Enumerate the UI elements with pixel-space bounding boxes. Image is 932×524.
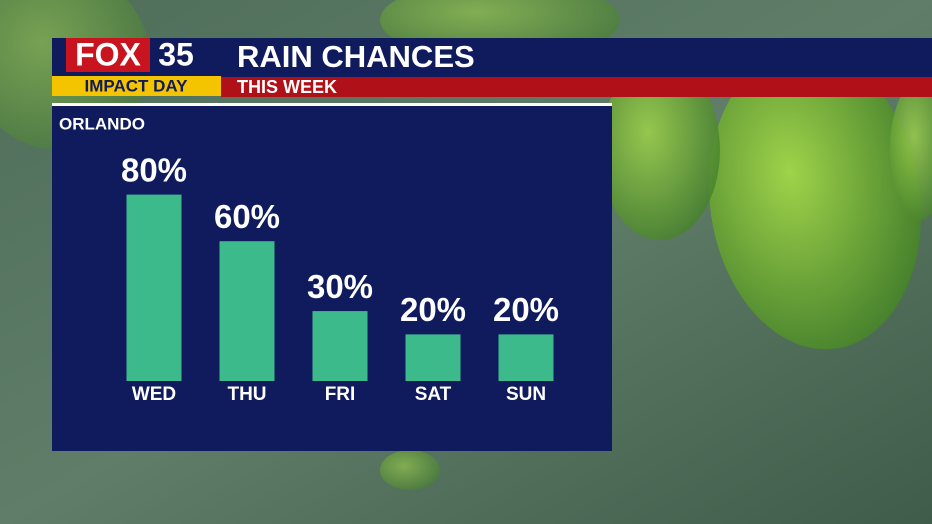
bar — [126, 194, 182, 381]
tag-box — [52, 76, 221, 96]
bar — [219, 241, 275, 381]
bar — [498, 334, 554, 381]
x-tick-label: FRI — [325, 384, 356, 405]
x-tick-label: WED — [132, 384, 176, 405]
value-label: 30% — [307, 268, 373, 305]
location: ORLANDO — [59, 114, 145, 133]
tag: IMPACT DAY — [85, 76, 189, 95]
chart-title: RAIN CHANCES — [237, 39, 475, 74]
value-label: 80% — [121, 151, 187, 188]
panel-rule — [52, 103, 612, 106]
value-label: 20% — [493, 291, 559, 328]
value-label: 60% — [214, 198, 280, 235]
header-bar — [52, 38, 932, 77]
leaf — [708, 50, 922, 350]
bar — [405, 334, 461, 381]
leaf — [600, 60, 720, 240]
value-label: 20% — [400, 291, 466, 328]
logo-name: FOX — [75, 36, 141, 72]
bar — [312, 311, 368, 381]
subheader-bar — [221, 77, 932, 97]
chart-subtitle: THIS WEEK — [237, 77, 337, 97]
logo-box — [66, 38, 150, 72]
x-tick-label: THU — [227, 384, 266, 405]
logo-number: 35 — [158, 36, 194, 72]
leaf — [380, 450, 440, 490]
leaf — [890, 80, 932, 220]
x-tick-label: SUN — [506, 384, 546, 405]
x-tick-label: SAT — [415, 384, 452, 405]
